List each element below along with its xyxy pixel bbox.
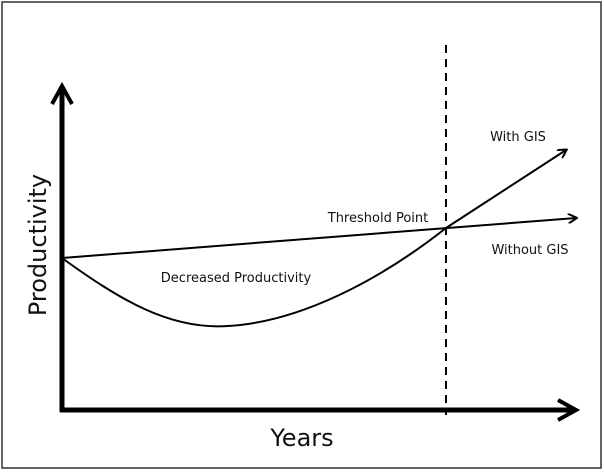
threshold-label: Threshold Point	[327, 211, 428, 226]
x-axis-label: Years	[269, 424, 333, 452]
with-gis-curve	[61, 150, 566, 328]
without-gis-line	[61, 218, 576, 259]
without-gis-label: Without GIS	[491, 243, 568, 258]
decreased-label: Decreased Productivity	[161, 271, 312, 286]
y-axis-label: Productivity	[24, 174, 52, 316]
with-gis-label: With GIS	[490, 130, 546, 145]
